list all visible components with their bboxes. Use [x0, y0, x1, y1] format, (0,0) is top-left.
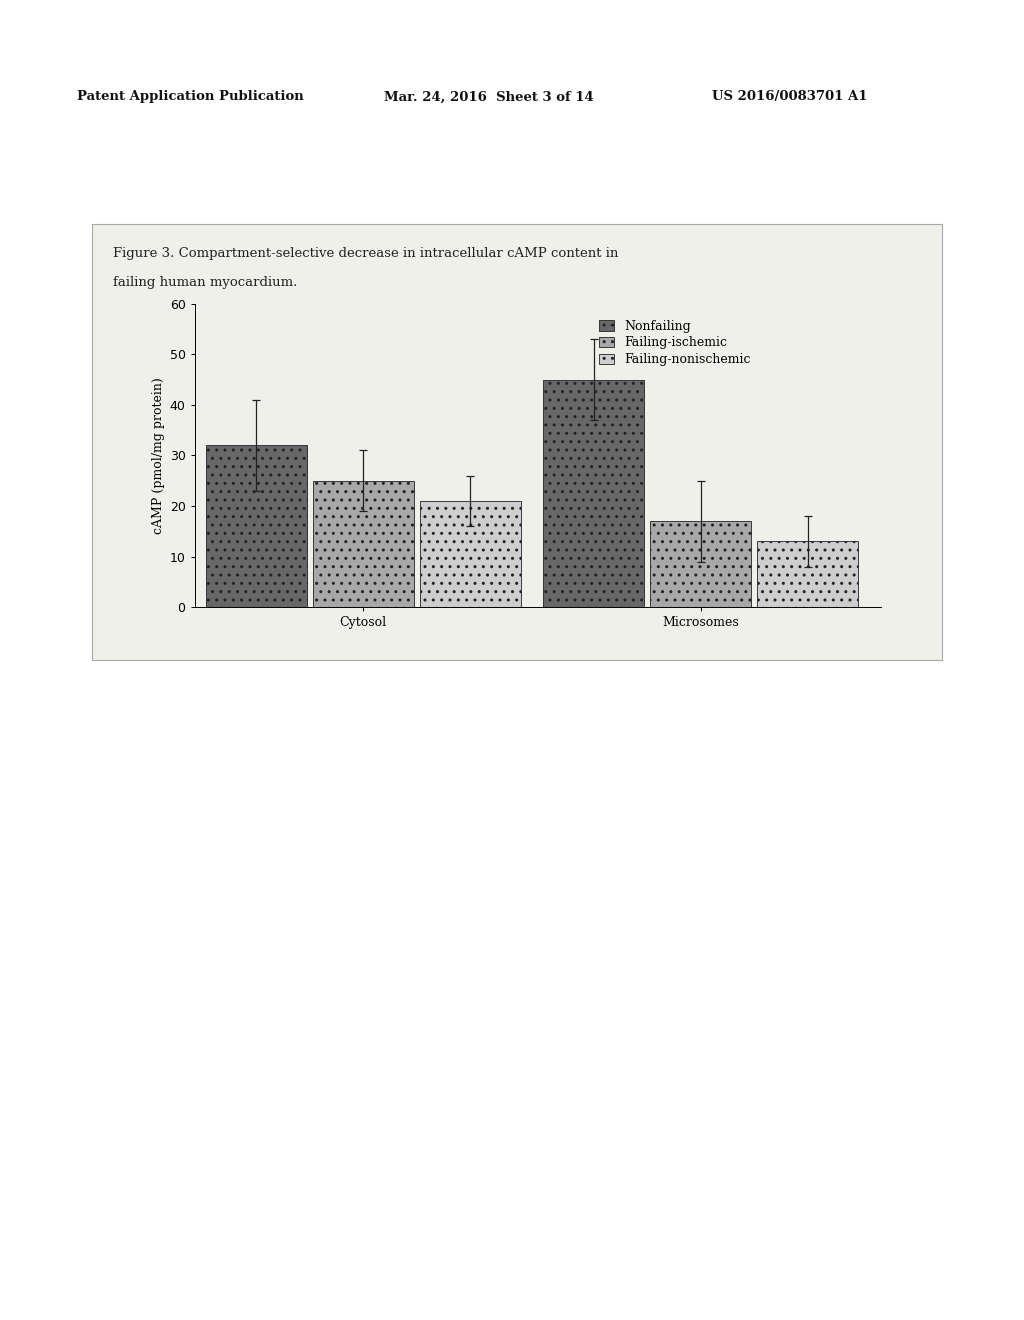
Text: US 2016/0083701 A1: US 2016/0083701 A1	[712, 90, 867, 103]
Bar	[543, 380, 644, 607]
Bar	[206, 445, 307, 607]
Text: Mar. 24, 2016  Sheet 3 of 14: Mar. 24, 2016 Sheet 3 of 14	[384, 90, 594, 103]
Bar	[312, 480, 414, 607]
Y-axis label: cAMP (pmol/mg protein): cAMP (pmol/mg protein)	[153, 378, 165, 533]
Bar	[757, 541, 858, 607]
Legend: Nonfailing, Failing-ischemic, Failing-nonischemic: Nonfailing, Failing-ischemic, Failing-no…	[595, 315, 755, 370]
Bar	[420, 500, 521, 607]
Text: failing human myocardium.: failing human myocardium.	[113, 276, 297, 289]
Bar	[650, 521, 752, 607]
Text: Figure 3. Compartment-selective decrease in intracellular cAMP content in: Figure 3. Compartment-selective decrease…	[113, 247, 618, 260]
Text: Patent Application Publication: Patent Application Publication	[77, 90, 303, 103]
